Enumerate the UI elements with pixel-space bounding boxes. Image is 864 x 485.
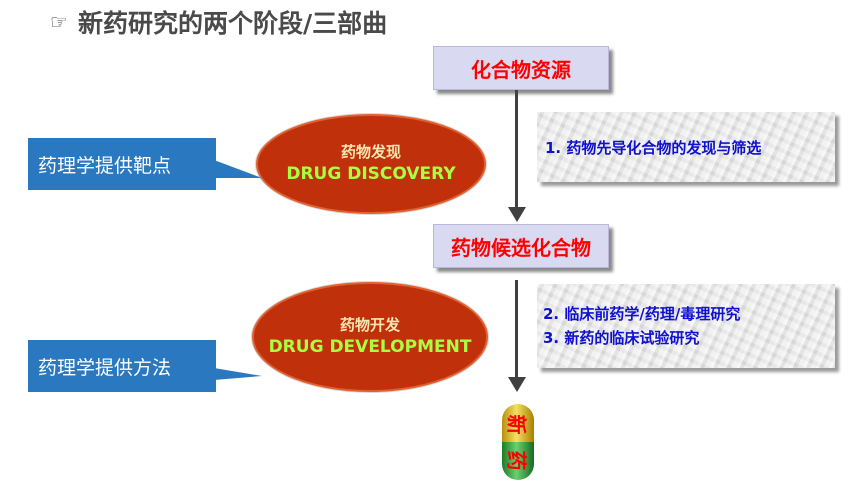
method-callout-tail [214,368,262,380]
compound-source-box: 化合物资源 [433,46,609,90]
flow-arrow-1-head [508,207,526,222]
flow-arrow-2-head [508,377,526,392]
capsule-top-char: 新 [504,414,529,435]
target-callout-tail [214,160,262,178]
step-2-3-box: 2. 临床前药学/药理/毒理研究 3. 新药的临床试验研究 [537,284,835,368]
flow-arrow-2-line [515,280,518,378]
drug-development-cn: 药物开发 [339,316,400,334]
drug-development-en: DRUG DEVELOPMENT [268,337,472,357]
slide-title-text: 新药研究的两个阶段/三部曲 [77,9,388,38]
drug-discovery-cn: 药物发现 [340,143,401,161]
slide-title: ☞ 新药研究的两个阶段/三部曲 [50,4,387,40]
step-1-box: 1. 药物先导化合物的发现与筛选 [537,112,835,182]
drug-candidate-box: 药物候选化合物 [433,224,609,268]
target-callout-text: 药理学提供靶点 [38,154,172,177]
method-callout: 药理学提供方法 [28,340,216,392]
new-drug-capsule [502,404,534,480]
capsule-bottom-char: 药 [504,450,529,471]
pointing-hand-icon: ☞ [50,10,68,34]
step-2-text: 2. 临床前药学/药理/毒理研究 [543,305,741,323]
compound-source-label: 化合物资源 [471,57,571,82]
step-1-text: 1. 药物先导化合物的发现与筛选 [545,138,762,157]
drug-discovery-en: DRUG DISCOVERY [286,164,456,184]
drug-development-ellipse: 药物开发 DRUG DEVELOPMENT [252,282,488,392]
target-callout: 药理学提供靶点 [28,138,216,190]
step-3-text: 3. 新药的临床试验研究 [543,329,700,347]
method-callout-text: 药理学提供方法 [38,356,172,379]
flow-arrow-1-line [515,90,518,208]
drug-discovery-ellipse: 药物发现 DRUG DISCOVERY [256,114,486,214]
drug-candidate-label: 药物候选化合物 [451,235,591,260]
